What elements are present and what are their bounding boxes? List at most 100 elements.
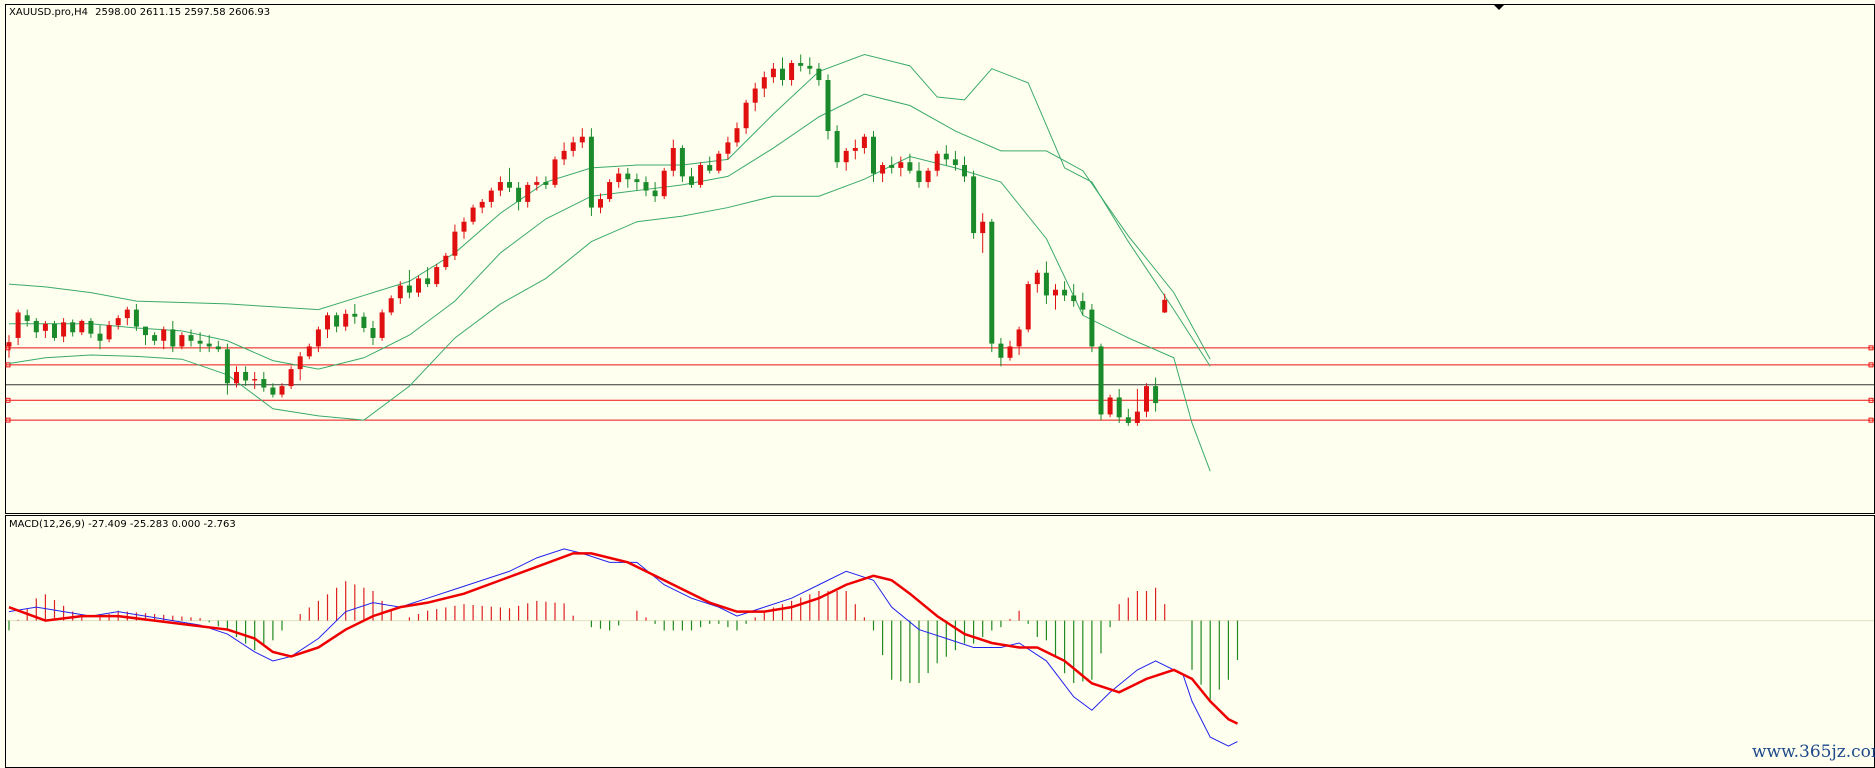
candle[interactable] — [570, 136, 576, 157]
candle[interactable] — [716, 150, 722, 174]
level-handle-right[interactable] — [1868, 397, 1874, 403]
candle[interactable] — [1080, 292, 1086, 316]
level-handle-left[interactable] — [5, 362, 11, 368]
candle[interactable] — [334, 312, 340, 333]
macd-indicator-panel[interactable] — [0, 514, 1875, 768]
candle[interactable] — [962, 156, 967, 183]
candle[interactable] — [1089, 303, 1095, 353]
candle[interactable] — [980, 213, 986, 253]
candle[interactable] — [588, 128, 594, 217]
candle[interactable] — [1053, 284, 1058, 310]
candle[interactable] — [215, 340, 221, 353]
candle[interactable] — [343, 309, 349, 331]
candle[interactable] — [889, 156, 895, 174]
candle[interactable] — [516, 182, 522, 211]
candle[interactable] — [834, 125, 840, 168]
candle[interactable] — [1107, 394, 1113, 418]
candle[interactable] — [643, 176, 649, 197]
candle[interactable] — [379, 309, 385, 341]
candle[interactable] — [798, 54, 804, 72]
candle[interactable] — [279, 383, 285, 398]
candle[interactable] — [752, 82, 758, 112]
candle[interactable] — [989, 218, 995, 353]
candle[interactable] — [634, 173, 640, 191]
level-handle-right[interactable] — [1868, 345, 1874, 351]
candle[interactable] — [907, 153, 913, 174]
candle[interactable] — [761, 71, 767, 98]
candle[interactable] — [15, 309, 21, 346]
level-handle-right[interactable] — [1868, 417, 1874, 423]
level-handle-left[interactable] — [5, 417, 11, 423]
candle[interactable] — [352, 303, 358, 324]
candle[interactable] — [52, 320, 57, 341]
candle[interactable] — [325, 312, 330, 338]
candle[interactable] — [61, 318, 67, 343]
candle[interactable] — [1025, 281, 1031, 333]
candle[interactable] — [452, 224, 458, 260]
candle[interactable] — [616, 167, 622, 188]
candle[interactable] — [197, 332, 203, 353]
candle[interactable] — [488, 187, 494, 208]
candle[interactable] — [871, 131, 876, 183]
candle[interactable] — [698, 162, 704, 188]
candle[interactable] — [552, 156, 558, 188]
candle[interactable] — [434, 264, 440, 287]
candle[interactable] — [1034, 269, 1040, 293]
candle[interactable] — [743, 99, 749, 134]
candle[interactable] — [1062, 281, 1068, 302]
candle[interactable] — [443, 252, 449, 270]
candle[interactable] — [1043, 261, 1049, 304]
candle[interactable] — [725, 136, 731, 160]
candle[interactable] — [880, 162, 886, 183]
candle[interactable] — [179, 332, 185, 350]
candle[interactable] — [33, 318, 39, 338]
candle[interactable] — [243, 366, 249, 387]
candle[interactable] — [406, 269, 412, 299]
candle[interactable] — [816, 63, 822, 86]
candle[interactable] — [370, 320, 376, 346]
candle[interactable] — [170, 320, 176, 353]
candle[interactable] — [807, 57, 813, 75]
level-handle-right[interactable] — [1868, 362, 1874, 368]
candle[interactable] — [24, 309, 30, 327]
scroll-marker-icon[interactable] — [1494, 5, 1504, 10]
candle[interactable] — [388, 295, 394, 316]
candle[interactable] — [270, 383, 276, 398]
candle[interactable] — [952, 150, 958, 171]
candle[interactable] — [79, 319, 85, 336]
candle[interactable] — [115, 315, 121, 330]
level-handle-left[interactable] — [5, 397, 11, 403]
candle[interactable] — [843, 148, 849, 171]
candle[interactable] — [943, 145, 949, 166]
candle[interactable] — [234, 366, 239, 388]
candle[interactable] — [497, 176, 503, 197]
candle[interactable] — [825, 74, 831, 140]
candle[interactable] — [1071, 284, 1077, 307]
candle[interactable] — [789, 60, 795, 86]
candle[interactable] — [1162, 293, 1168, 314]
candle[interactable] — [916, 162, 922, 188]
candle[interactable] — [133, 303, 139, 331]
candle[interactable] — [397, 281, 403, 304]
candle[interactable] — [361, 312, 367, 333]
candle[interactable] — [561, 142, 567, 166]
candle[interactable] — [206, 335, 212, 353]
candle[interactable] — [6, 335, 12, 358]
candle[interactable] — [607, 179, 613, 202]
candle[interactable] — [1016, 326, 1022, 355]
candle[interactable] — [161, 326, 167, 350]
candle[interactable] — [679, 145, 685, 183]
candle[interactable] — [998, 337, 1004, 367]
candle[interactable] — [479, 199, 485, 214]
candle[interactable] — [1007, 340, 1013, 361]
candle[interactable] — [734, 122, 740, 147]
candle[interactable] — [143, 326, 148, 346]
candle[interactable] — [1098, 343, 1104, 421]
candle[interactable] — [780, 57, 785, 86]
candle[interactable] — [934, 150, 940, 177]
candle[interactable] — [1125, 408, 1131, 426]
candle[interactable] — [106, 320, 112, 343]
candle[interactable] — [661, 167, 667, 200]
candle[interactable] — [543, 176, 549, 190]
